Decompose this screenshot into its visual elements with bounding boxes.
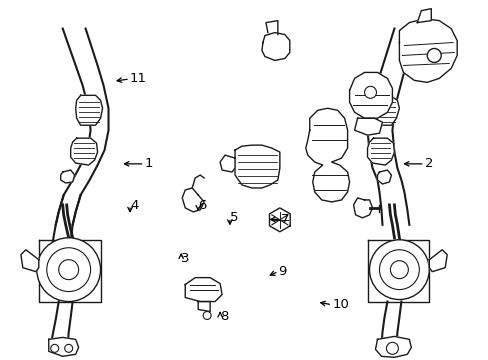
Text: 4: 4 bbox=[130, 199, 138, 212]
Polygon shape bbox=[428, 250, 447, 272]
Polygon shape bbox=[49, 337, 79, 356]
Polygon shape bbox=[21, 250, 39, 272]
Polygon shape bbox=[198, 302, 210, 311]
Circle shape bbox=[386, 342, 398, 354]
Circle shape bbox=[427, 49, 440, 62]
Text: 9: 9 bbox=[278, 265, 286, 278]
Text: 5: 5 bbox=[229, 211, 238, 224]
Polygon shape bbox=[182, 188, 203, 212]
Text: 7: 7 bbox=[281, 213, 289, 226]
Circle shape bbox=[364, 86, 376, 98]
Circle shape bbox=[369, 240, 428, 300]
Polygon shape bbox=[367, 138, 394, 165]
Polygon shape bbox=[399, 19, 456, 82]
Polygon shape bbox=[354, 118, 382, 135]
Polygon shape bbox=[416, 9, 430, 23]
Polygon shape bbox=[76, 95, 102, 125]
Text: 11: 11 bbox=[130, 72, 147, 85]
Polygon shape bbox=[377, 170, 390, 184]
Text: 2: 2 bbox=[424, 157, 432, 170]
Polygon shape bbox=[269, 208, 289, 232]
Polygon shape bbox=[220, 155, 235, 172]
Polygon shape bbox=[185, 278, 222, 302]
Circle shape bbox=[37, 238, 101, 302]
Circle shape bbox=[389, 261, 407, 279]
Text: 8: 8 bbox=[220, 310, 228, 323]
Polygon shape bbox=[368, 95, 399, 125]
Circle shape bbox=[51, 345, 59, 352]
Polygon shape bbox=[349, 72, 392, 118]
Text: 6: 6 bbox=[198, 199, 206, 212]
Circle shape bbox=[59, 260, 79, 280]
Circle shape bbox=[203, 311, 211, 319]
Polygon shape bbox=[305, 108, 349, 202]
Text: 3: 3 bbox=[181, 252, 189, 265]
Polygon shape bbox=[262, 32, 289, 60]
Circle shape bbox=[64, 345, 73, 352]
Polygon shape bbox=[375, 336, 410, 357]
Polygon shape bbox=[61, 170, 75, 183]
Polygon shape bbox=[353, 198, 372, 218]
Polygon shape bbox=[235, 145, 279, 188]
Text: 1: 1 bbox=[144, 157, 153, 170]
Polygon shape bbox=[71, 138, 98, 165]
Text: 10: 10 bbox=[331, 298, 348, 311]
